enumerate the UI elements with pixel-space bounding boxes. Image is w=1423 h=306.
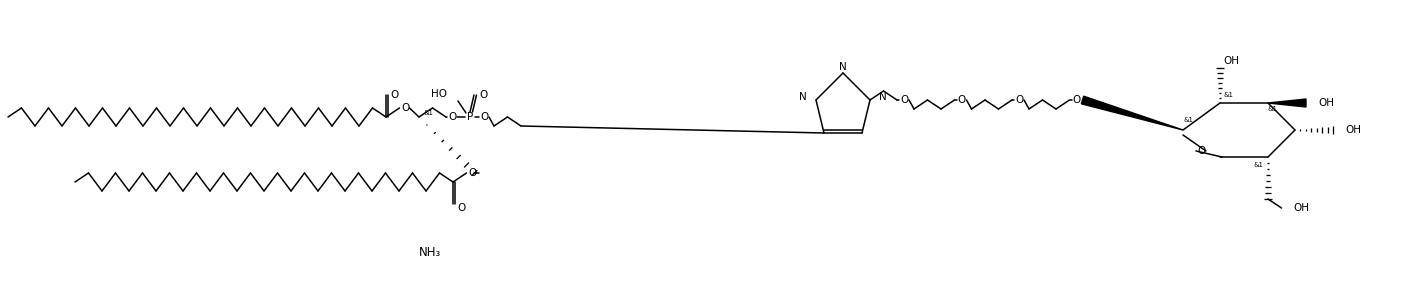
Text: O: O <box>401 103 410 113</box>
Text: &1: &1 <box>1183 117 1192 123</box>
Text: &1: &1 <box>1268 106 1278 112</box>
Text: OH: OH <box>1222 56 1239 66</box>
Text: OH: OH <box>1318 98 1333 108</box>
Text: O: O <box>899 95 908 105</box>
Text: O: O <box>468 168 477 178</box>
Polygon shape <box>1268 99 1306 107</box>
Polygon shape <box>1081 96 1183 130</box>
Text: OH: OH <box>1345 125 1360 135</box>
Text: HO: HO <box>431 89 447 99</box>
Text: NH₃: NH₃ <box>418 245 441 259</box>
Text: O: O <box>1015 95 1023 105</box>
Text: &1: &1 <box>1254 162 1264 168</box>
Text: O: O <box>1197 146 1205 156</box>
Text: N: N <box>840 62 847 72</box>
Text: N: N <box>800 92 807 102</box>
Text: N: N <box>879 92 887 102</box>
Text: &1: &1 <box>1222 92 1232 98</box>
Text: &1: &1 <box>423 110 433 116</box>
Text: O: O <box>457 203 465 213</box>
Text: O: O <box>480 90 487 100</box>
Text: O: O <box>448 112 457 122</box>
Text: P: P <box>467 112 472 122</box>
Text: O: O <box>958 95 966 105</box>
Text: O: O <box>480 112 488 122</box>
Text: OH: OH <box>1294 203 1309 213</box>
Text: O: O <box>390 90 398 100</box>
Text: O: O <box>1073 95 1080 105</box>
